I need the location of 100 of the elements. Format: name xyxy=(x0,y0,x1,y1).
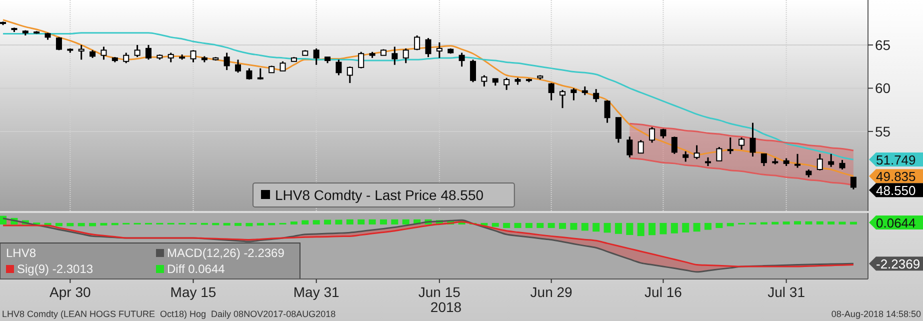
candlestick xyxy=(760,153,767,167)
bar xyxy=(670,222,678,234)
bar xyxy=(614,222,622,234)
candlestick xyxy=(246,68,252,80)
bar xyxy=(78,222,85,226)
bar xyxy=(682,222,690,232)
candlestick xyxy=(56,36,62,51)
candlestick xyxy=(402,48,409,64)
bar xyxy=(368,219,376,224)
text: 08-Aug-2018 14:58:50 xyxy=(831,309,921,319)
candlestick xyxy=(470,58,476,83)
bar xyxy=(592,222,600,232)
y-tick-label: 65 xyxy=(875,36,891,53)
bar xyxy=(660,222,667,234)
x-tick-label: Jul 16 xyxy=(644,284,682,300)
bar xyxy=(648,222,656,236)
bar xyxy=(223,222,230,226)
bar xyxy=(290,222,298,224)
bar xyxy=(548,222,555,228)
candlestick xyxy=(604,100,610,124)
bar xyxy=(782,222,790,224)
bar xyxy=(716,222,723,228)
bar xyxy=(794,221,802,224)
bar xyxy=(380,219,387,224)
bar xyxy=(346,219,354,224)
bar xyxy=(324,220,332,224)
legend-title: LHV8 xyxy=(6,246,36,260)
data-label: 51.749 xyxy=(876,152,916,168)
candlestick xyxy=(816,153,823,172)
candlestick xyxy=(280,60,286,72)
y-tick-label: 60 xyxy=(875,80,891,96)
bar xyxy=(626,222,634,235)
bar xyxy=(850,222,857,224)
x-axis-title: 2018 xyxy=(430,299,462,315)
candlestick xyxy=(593,88,600,103)
bar xyxy=(335,220,342,224)
line-series xyxy=(2,32,854,160)
candlestick xyxy=(570,87,577,102)
line-series xyxy=(628,122,854,152)
candlestick xyxy=(694,144,700,160)
bar xyxy=(302,220,309,224)
candlestick xyxy=(626,136,633,158)
candlestick xyxy=(235,58,242,74)
bar xyxy=(246,222,253,226)
bar xyxy=(312,220,320,224)
candlestick xyxy=(738,136,745,150)
bar xyxy=(559,222,566,229)
candlestick xyxy=(716,146,722,162)
bar xyxy=(604,222,611,233)
bar xyxy=(503,222,510,228)
candlestick xyxy=(850,176,856,190)
bar xyxy=(838,222,846,224)
bar xyxy=(828,222,835,224)
candlestick xyxy=(168,52,174,64)
candlestick xyxy=(649,126,656,144)
y-tick-label: 55 xyxy=(875,123,891,140)
y-tick-label: 0.0644 xyxy=(876,216,916,231)
legend-label: Sig(9) -2.3013 xyxy=(17,262,94,276)
bar xyxy=(816,221,824,224)
candlestick xyxy=(358,51,364,70)
bar xyxy=(358,219,365,224)
legend-label: MACD(12,26) -2.2369 xyxy=(167,246,285,260)
bar xyxy=(704,222,712,230)
candlestick xyxy=(727,136,734,155)
candlestick xyxy=(615,116,622,144)
x-tick-label: Jul 31 xyxy=(768,284,806,300)
text: 48.550 xyxy=(876,183,916,198)
candlestick xyxy=(828,153,834,168)
candlestick xyxy=(671,136,678,155)
candlestick xyxy=(794,153,801,169)
candlestick xyxy=(123,52,130,64)
candlestick xyxy=(145,44,152,60)
candlestick xyxy=(313,48,320,66)
bar xyxy=(805,221,812,224)
candlestick xyxy=(336,58,342,76)
bar xyxy=(89,222,96,226)
x-tick-label: Jun 15 xyxy=(418,284,461,300)
bar xyxy=(111,222,118,226)
candlestick xyxy=(346,66,353,84)
candlestick xyxy=(481,74,488,88)
candlestick xyxy=(839,159,846,170)
bar xyxy=(100,222,108,226)
bar xyxy=(772,222,779,224)
candlestick xyxy=(548,82,554,102)
candlestick xyxy=(190,49,196,64)
candlestick xyxy=(414,34,420,51)
candlestick xyxy=(425,37,432,58)
bar xyxy=(536,222,544,228)
bar xyxy=(726,222,734,226)
data-label: 49.835 xyxy=(876,169,916,184)
bar xyxy=(212,222,220,226)
candlestick xyxy=(78,44,84,60)
candlestick xyxy=(560,89,566,109)
legend-label: LHV8 Comdty - Last Price 48.550 xyxy=(275,187,484,203)
y-tick-label: -2.2369 xyxy=(876,256,920,272)
text: LHV8 Comdty (LEAN HOGS FUTURE Oct18) Hog Daily 08NOV2017-08AUG2018 xyxy=(2,309,336,319)
x-tick-label: May 31 xyxy=(293,284,340,300)
bar xyxy=(268,222,276,226)
bar xyxy=(66,222,74,226)
bar xyxy=(637,222,644,236)
